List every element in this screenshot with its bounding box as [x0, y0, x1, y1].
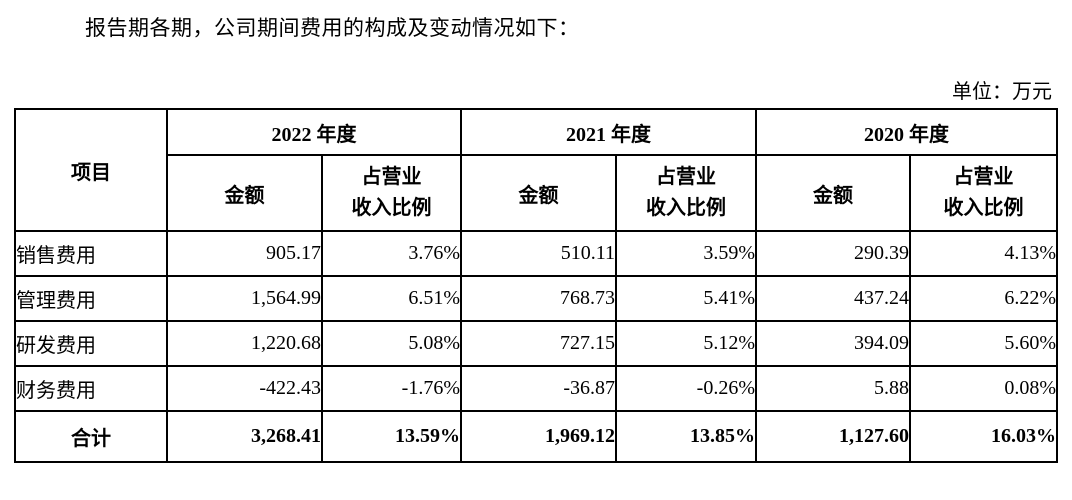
- expense-table: 项目 2022 年度 2021 年度 2020 年度 金额 占营业 收入比例 金…: [14, 108, 1058, 464]
- table-year-header-row: 项目 2022 年度 2021 年度 2020 年度: [14, 108, 1058, 233]
- cell-ratio-2020: 5.60%: [909, 320, 1058, 368]
- cell-amount-2020: 290.39: [755, 230, 911, 278]
- table-row-finance-expense: 财务费用 -422.43 -1.76% -36.87 -0.26% 5.88 0…: [14, 365, 1058, 413]
- cell-amount-2020: 437.24: [755, 275, 911, 323]
- cell-ratio-2020: 6.22%: [909, 275, 1058, 323]
- column-header-ratio-2021: 占营业 收入比例: [615, 154, 757, 233]
- cell-amount-2022: 1,564.99: [166, 275, 323, 323]
- cell-total-amount-2021: 1,969.12: [460, 410, 617, 464]
- cell-total-amount-2022: 3,268.41: [166, 410, 323, 464]
- cell-amount-2021: -36.87: [460, 365, 617, 413]
- column-header-amount-2022: 金额: [166, 154, 323, 233]
- cell-ratio-2020: 4.13%: [909, 230, 1058, 278]
- column-header-item: 项目: [14, 108, 168, 233]
- unit-label: 单位：万元: [952, 81, 1052, 104]
- cell-ratio-2021: 5.41%: [615, 275, 757, 323]
- column-header-year-2021: 2021 年度: [460, 108, 757, 157]
- column-header-year-2020: 2020 年度: [755, 108, 1058, 157]
- cell-amount-2021: 768.73: [460, 275, 617, 323]
- row-label-total: 合计: [14, 410, 168, 464]
- table-row-admin-expense: 管理费用 1,564.99 6.51% 768.73 5.41% 437.24 …: [14, 275, 1058, 323]
- row-label: 管理费用: [14, 275, 168, 323]
- cell-total-ratio-2020: 16.03%: [909, 410, 1058, 464]
- cell-ratio-2021: 3.59%: [615, 230, 757, 278]
- cell-amount-2022: -422.43: [166, 365, 323, 413]
- cell-total-amount-2020: 1,127.60: [755, 410, 911, 464]
- cell-amount-2022: 1,220.68: [166, 320, 323, 368]
- column-header-amount-2020: 金额: [755, 154, 911, 233]
- cell-amount-2020: 5.88: [755, 365, 911, 413]
- cell-ratio-2022: 6.51%: [321, 275, 462, 323]
- cell-ratio-2021: -0.26%: [615, 365, 757, 413]
- cell-total-ratio-2022: 13.59%: [321, 410, 462, 464]
- cell-amount-2021: 727.15: [460, 320, 617, 368]
- table-row-rd-expense: 研发费用 1,220.68 5.08% 727.15 5.12% 394.09 …: [14, 320, 1058, 368]
- cell-ratio-2022: 3.76%: [321, 230, 462, 278]
- row-label: 研发费用: [14, 320, 168, 368]
- document-page: 报告期各期，公司期间费用的构成及变动情况如下： 单位：万元 项目 2022 年度…: [0, 13, 1072, 500]
- cell-ratio-2020: 0.08%: [909, 365, 1058, 413]
- row-label: 销售费用: [14, 230, 168, 278]
- cell-ratio-2022: -1.76%: [321, 365, 462, 413]
- table-row-total: 合计 3,268.41 13.59% 1,969.12 13.85% 1,127…: [14, 410, 1058, 464]
- column-header-amount-2021: 金额: [460, 154, 617, 233]
- cell-amount-2021: 510.11: [460, 230, 617, 278]
- cell-amount-2022: 905.17: [166, 230, 323, 278]
- column-header-year-2022: 2022 年度: [166, 108, 462, 157]
- intro-paragraph: 报告期各期，公司期间费用的构成及变动情况如下：: [85, 16, 580, 40]
- column-header-ratio-2022: 占营业 收入比例: [321, 154, 462, 233]
- cell-ratio-2021: 5.12%: [615, 320, 757, 368]
- table-subheader-row: 金额 占营业 收入比例 金额 占营业 收入比例 金额 占营业 收入比例: [15, 154, 1058, 233]
- cell-ratio-2022: 5.08%: [321, 320, 462, 368]
- cell-total-ratio-2021: 13.85%: [615, 410, 757, 464]
- row-label: 财务费用: [14, 365, 168, 413]
- column-header-ratio-2020: 占营业 收入比例: [909, 154, 1058, 233]
- cell-amount-2020: 394.09: [755, 320, 911, 368]
- table-row-selling-expense: 销售费用 905.17 3.76% 510.11 3.59% 290.39 4.…: [14, 230, 1058, 278]
